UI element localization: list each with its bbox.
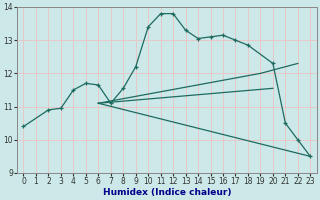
X-axis label: Humidex (Indice chaleur): Humidex (Indice chaleur) [103, 188, 231, 197]
